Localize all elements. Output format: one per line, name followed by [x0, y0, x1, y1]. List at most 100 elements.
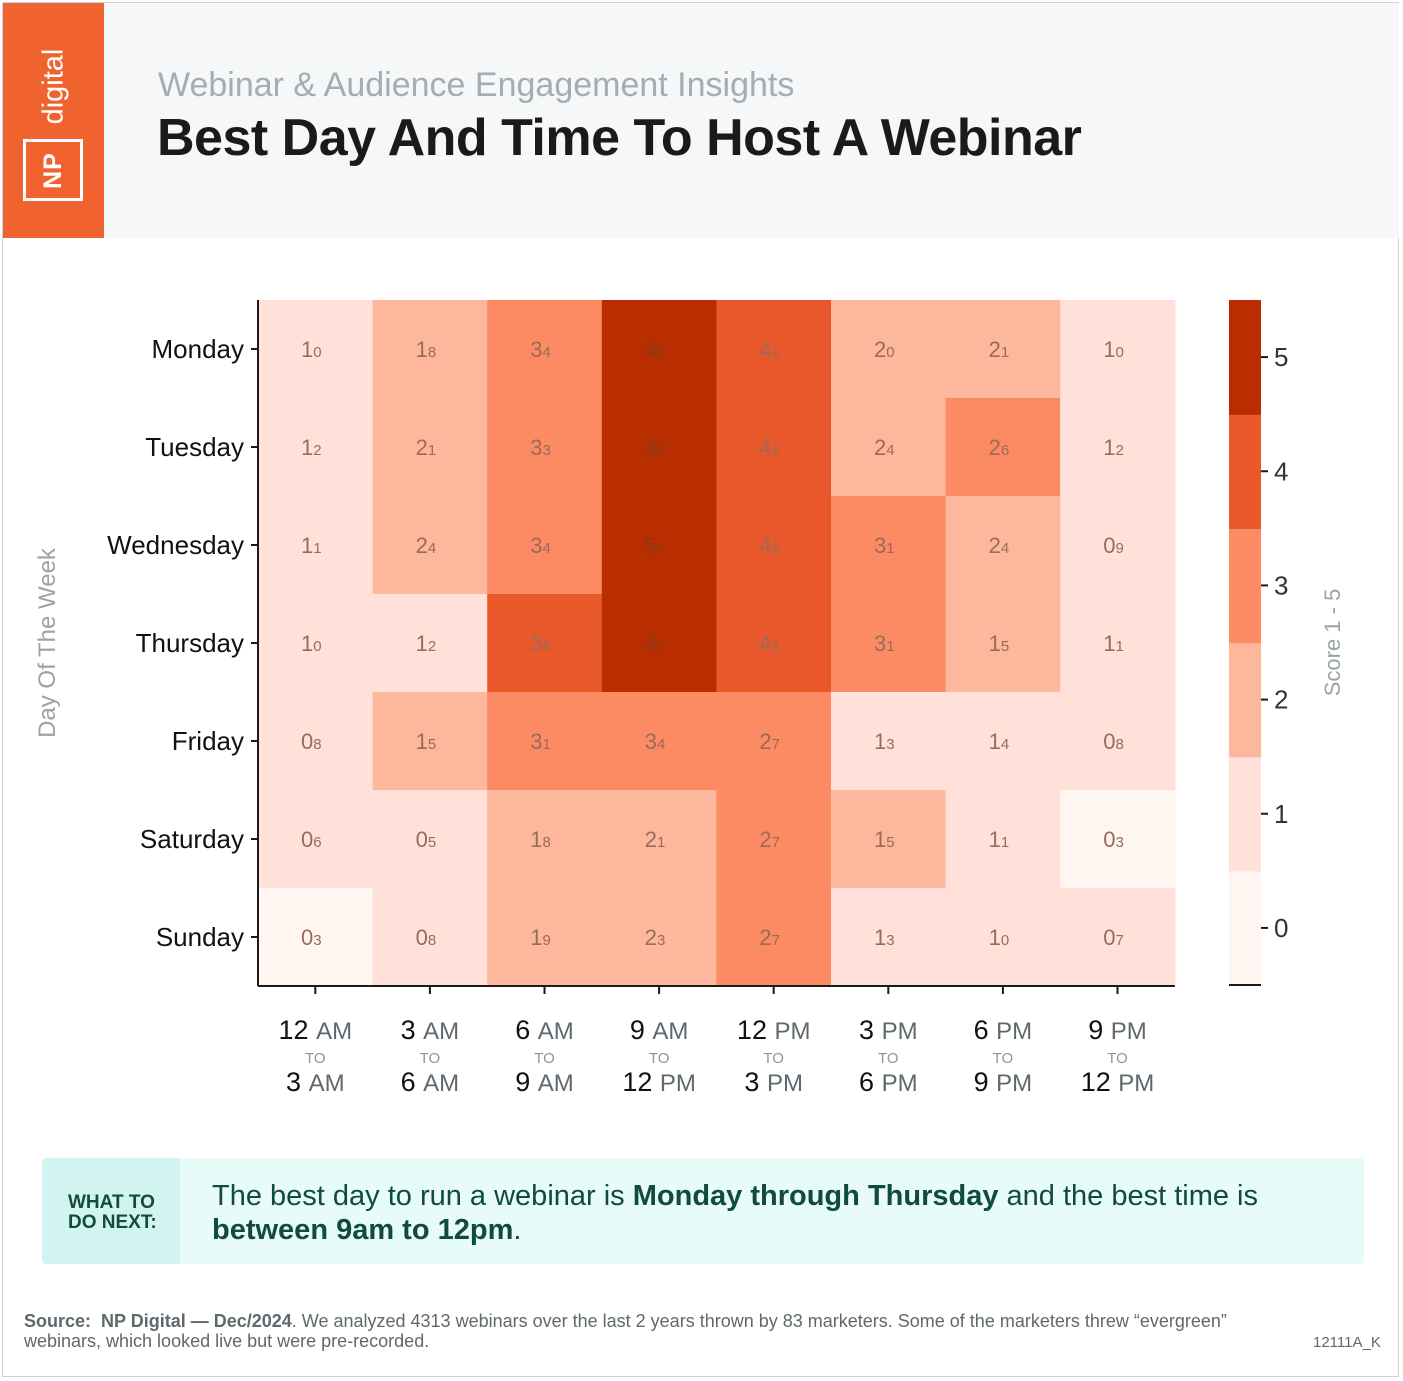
heatmap-cell [945, 300, 1061, 399]
column-label-to: TO [1107, 1050, 1128, 1067]
header-banner [3, 3, 1399, 238]
heatmap-cell [1060, 692, 1176, 791]
colorbar-tick-label: 2 [1274, 685, 1288, 715]
heatmap-cell [831, 300, 947, 399]
heatmap-cell [1060, 594, 1176, 693]
heatmap-cell [601, 594, 717, 693]
cell-value-label: 47 [645, 631, 666, 656]
cell-value-label: 13 [874, 925, 895, 950]
cell-value-label: 50 [645, 533, 666, 558]
cell-value-label: 21 [416, 435, 437, 460]
cell-value-label: 44 [759, 435, 780, 460]
cell-value-label: 42 [759, 533, 780, 558]
heatmap-cell [831, 790, 947, 889]
column-label-until: 12 PM [1081, 1067, 1155, 1097]
page-subtitle: Webinar & Audience Engagement Insights [158, 66, 795, 104]
cell-value-label: 05 [416, 827, 437, 852]
cell-value-label: 19 [530, 925, 551, 950]
heatmap-cell [831, 398, 947, 497]
y-axis-title: Day Of The Week [34, 547, 61, 738]
colorbar-title: Score 1 - 5 [1320, 589, 1345, 697]
heatmap-cell [716, 496, 832, 595]
column-label-from: 12 PM [737, 1015, 811, 1045]
column-label-from: 6 AM [515, 1015, 574, 1045]
cell-value-label: 13 [874, 729, 895, 754]
cell-value-label: 26 [989, 435, 1010, 460]
heatmap-cell [487, 496, 603, 595]
heatmap-cell [945, 594, 1061, 693]
heatmap-cell [831, 692, 947, 791]
cell-value-label: 34 [530, 337, 551, 362]
colorbar-segment [1229, 414, 1261, 529]
callout-bold-days: Monday through Thursday [632, 1180, 999, 1212]
column-label-until: 3 AM [286, 1067, 345, 1097]
cell-value-label: 11 [989, 827, 1010, 852]
column-label-until: 6 AM [401, 1067, 460, 1097]
cell-value-label: 27 [759, 729, 780, 754]
heatmap-cell [487, 594, 603, 693]
column-label-from: 12 AM [279, 1015, 353, 1045]
heatmap-cell [372, 496, 488, 595]
colorbar-segment [1229, 300, 1261, 415]
cell-value-label: 15 [989, 631, 1010, 656]
heatmap-cell [601, 300, 717, 399]
cell-value-label: 12 [1103, 435, 1124, 460]
row-label-monday: Monday [152, 334, 245, 364]
heatmap-cell [487, 790, 603, 889]
column-label-until: 6 PM [859, 1067, 918, 1097]
cell-value-label: 10 [301, 631, 322, 656]
heatmap-cell [372, 594, 488, 693]
row-label-sunday: Sunday [156, 922, 244, 952]
callout-text-2: and the best time is [998, 1180, 1258, 1212]
cell-value-label: 48 [645, 337, 666, 362]
heatmap-cell [945, 692, 1061, 791]
heatmap-cell [601, 692, 717, 791]
heatmap-cell [945, 496, 1061, 595]
cell-value-label: 09 [1103, 533, 1124, 558]
cell-value-label: 31 [874, 533, 895, 558]
row-label-tuesday: Tuesday [145, 432, 244, 462]
column-label-to: TO [305, 1050, 326, 1067]
cell-value-label: 36 [530, 631, 551, 656]
cell-value-label: 24 [989, 533, 1010, 558]
cell-value-label: 11 [301, 533, 322, 558]
colorbar-tick-label: 5 [1274, 342, 1288, 372]
column-label-from: 3 AM [401, 1015, 460, 1045]
column-label-from: 9 AM [630, 1015, 689, 1045]
heatmap-cell [716, 594, 832, 693]
page-title: Best Day And Time To Host A Webinar [157, 109, 1082, 167]
column-label-from: 3 PM [859, 1015, 918, 1045]
colorbar-segment [1229, 756, 1261, 872]
column-label-to: TO [420, 1050, 441, 1067]
heatmap-cell [716, 692, 832, 791]
heatmap-cell [487, 888, 603, 987]
heatmap-cell [258, 888, 374, 987]
cell-value-label: 33 [530, 435, 551, 460]
callout-text-1: The best day to run a webinar is [212, 1180, 633, 1212]
row-label-saturday: Saturday [140, 824, 244, 854]
heatmap-cell [487, 300, 603, 399]
logo-np-box [23, 139, 83, 201]
cell-value-label: 15 [874, 827, 895, 852]
column-label-until: 3 PM [744, 1067, 803, 1097]
np-digital-logo: digital NP [3, 3, 104, 238]
cell-value-label: 41 [759, 631, 780, 656]
column-label-to: TO [763, 1050, 784, 1067]
heatmap-cell [945, 398, 1061, 497]
cell-value-label: 08 [301, 729, 322, 754]
cell-value-label: 27 [759, 925, 780, 950]
column-label-from: 6 PM [974, 1015, 1033, 1045]
cell-value-label: 18 [530, 827, 551, 852]
cell-value-label: 03 [301, 925, 322, 950]
cell-value-label: 12 [416, 631, 437, 656]
callout-label: WHAT TO DO NEXT: [68, 1192, 157, 1233]
cell-value-label: 23 [645, 925, 666, 950]
colorbar-segment [1229, 870, 1261, 986]
heatmap-cell [1060, 496, 1176, 595]
callout-text: The best day to run a webinar is Monday … [212, 1179, 1332, 1247]
source-text: . We analyzed 4313 webinars over the las… [24, 1311, 1227, 1351]
heatmap-cell [831, 888, 947, 987]
row-label-wednesday: Wednesday [107, 530, 244, 560]
heatmap-cell [601, 888, 717, 987]
